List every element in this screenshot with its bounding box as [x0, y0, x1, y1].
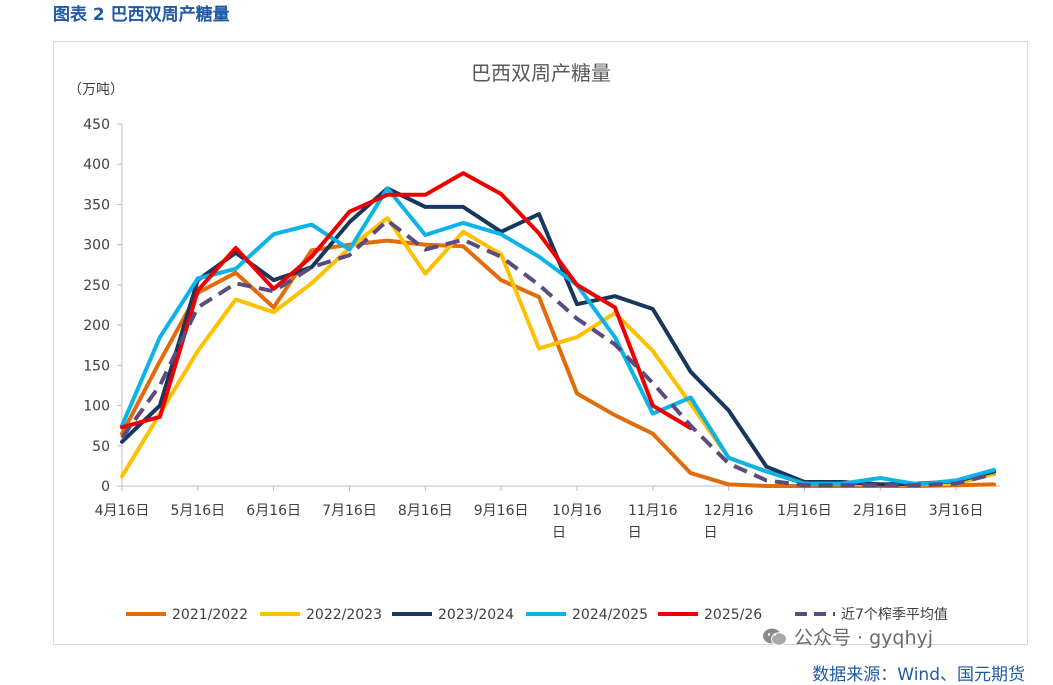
x-tick-label: 9月16日 [474, 503, 529, 519]
x-tick-label: 2月16日 [853, 503, 908, 519]
y-axis-unit-label: （万吨） [68, 82, 124, 98]
chart-title: 巴西双周产糖量 [471, 61, 611, 85]
x-tick-label-line: 12月16 [704, 503, 754, 519]
y-tick-label: 50 [92, 439, 110, 455]
legend-label-1: 2022/2023 [306, 607, 382, 623]
x-tick-label-line: 7月16日 [322, 503, 377, 519]
series-line-2 [120, 186, 996, 487]
x-tick-label-line: 日 [552, 525, 566, 541]
y-tick-label: 350 [83, 197, 110, 213]
x-tick-label: 12月16 日 [704, 503, 754, 541]
x-tick-label: 8月16日 [398, 503, 453, 519]
x-tick-label-line: 6月16日 [246, 503, 301, 519]
x-tick-label-line: 8月16日 [398, 503, 453, 519]
x-tick-label: 5月16日 [170, 503, 225, 519]
series-line-4 [120, 171, 693, 431]
wechat-icon [763, 628, 787, 646]
legend-label-3: 2024/2025 [572, 607, 648, 623]
legend-label-0: 2021/2022 [172, 607, 248, 623]
y-tick-label: 150 [83, 358, 110, 374]
x-tick-label-line: 日 [704, 525, 718, 541]
series-line-0 [120, 238, 996, 488]
x-tick-label: 1月16日 [777, 503, 832, 519]
x-tick-label: 4月16日 [95, 503, 150, 519]
x-tick-label: 3月16日 [929, 503, 984, 519]
y-tick-label: 300 [83, 238, 110, 254]
y-tick-label: 450 [83, 117, 110, 133]
y-tick-label: 250 [83, 278, 110, 294]
x-tick-label: 11月16 日 [628, 503, 678, 541]
series-line-3 [120, 186, 996, 487]
figure-caption: 图表 2 巴西双周产糖量 [53, 5, 230, 25]
x-tick-label-line: 5月16日 [170, 503, 225, 519]
y-tick-label: 100 [83, 399, 110, 415]
x-tick-label: 6月16日 [246, 503, 301, 519]
y-tick-label: 0 [101, 479, 110, 495]
watermark: 公众号 · gyqhyj [762, 623, 933, 650]
series-line-5 [120, 218, 995, 488]
x-tick-label-line: 3月16日 [929, 503, 984, 519]
x-tick-label-line: 9月16日 [474, 503, 529, 519]
chart-frame: 巴西双周产糖量 （万吨） 0 50 100 150 200 250 300 350 400 450… [53, 41, 1028, 645]
x-tick-label: 7月16日 [322, 503, 377, 519]
data-source: 数据来源：Wind、国元期货 [812, 665, 1025, 685]
x-tick-label-line: 1月16日 [777, 503, 832, 519]
x-tick-label-line: 日 [628, 525, 642, 541]
y-tick-label: 200 [83, 318, 110, 334]
y-tick-label: 400 [83, 157, 110, 173]
watermark-text: 公众号 · gyqhyj [794, 627, 934, 649]
x-tick-label-line: 11月16 [628, 503, 678, 519]
legend-label-2: 2023/2024 [438, 607, 514, 623]
line-chart: 巴西双周产糖量 （万吨） 0 50 100 150 200 250 300 350 400 450… [68, 61, 1000, 623]
x-tick-label-line: 4月16日 [95, 503, 150, 519]
x-tick-label-line: 10月16 [552, 503, 602, 519]
x-tick-label-line: 2月16日 [853, 503, 908, 519]
x-tick-label: 10月16 日 [552, 503, 602, 541]
legend-label-4: 2025/26 [704, 607, 762, 623]
legend-label-5: 近7个榨季平均值 [841, 606, 948, 623]
